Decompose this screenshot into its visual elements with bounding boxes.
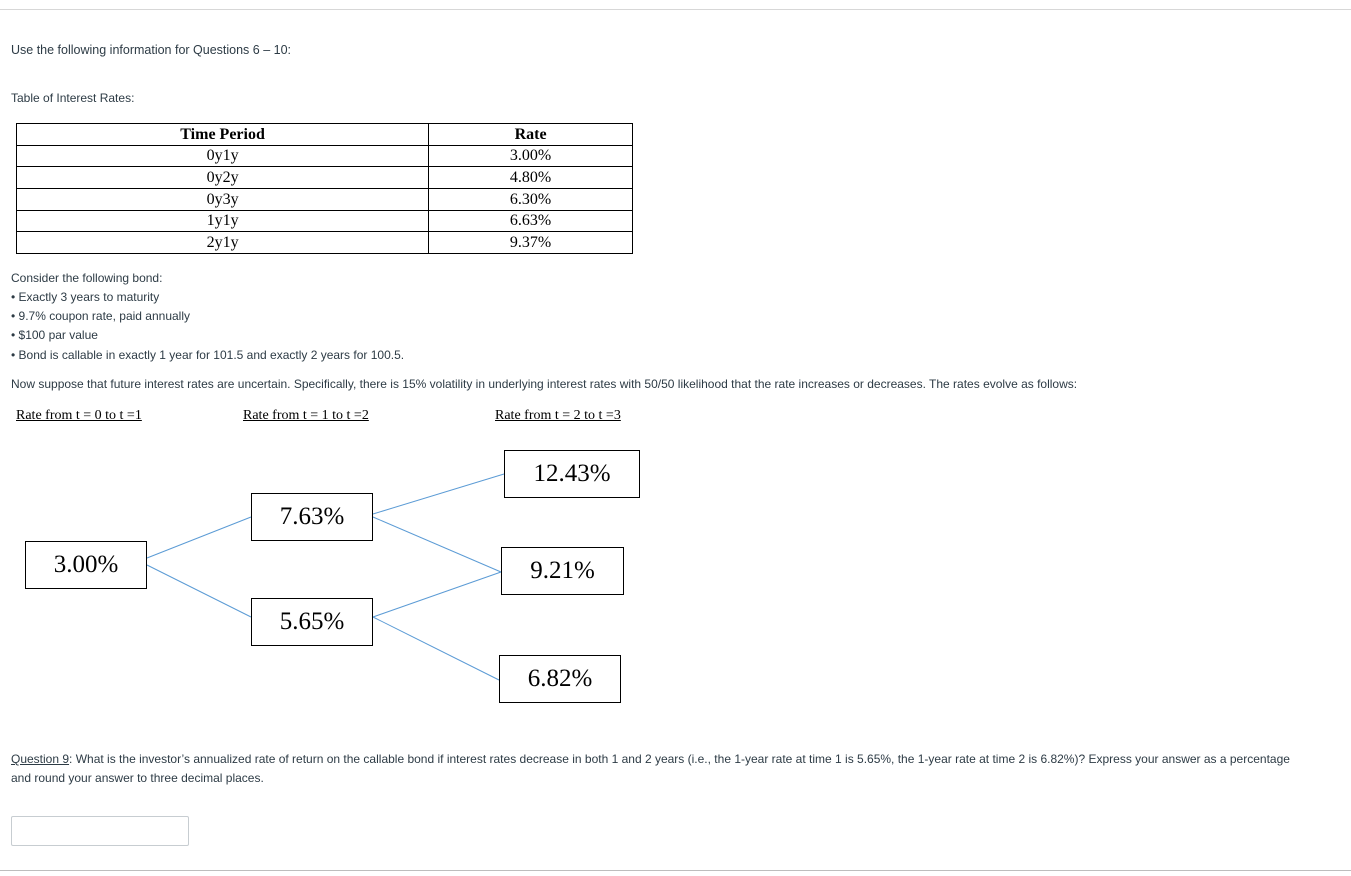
rate-cell: 6.63%	[428, 209, 633, 233]
node-t1-up: 7.63%	[251, 493, 373, 541]
node-t2-middle: 9.21%	[501, 547, 624, 595]
intro-text: Use the following information for Questi…	[11, 43, 292, 57]
node-t2-up-up: 12.43%	[504, 450, 640, 498]
connector-down-down	[372, 616, 500, 681]
header-rate: Rate	[428, 123, 633, 146]
time-period-cell: 0y1y	[15, 144, 430, 168]
question-label: Question 9	[11, 752, 70, 766]
top-divider	[0, 9, 1351, 10]
table-label: Table of Interest Rates:	[11, 91, 135, 105]
table-row: 0y1y 3.00%	[15, 144, 633, 168]
interest-rates-table: Time Period Rate 0y1y 3.00% 0y2y 4.80% 0…	[15, 123, 633, 254]
period-label-t0-t1: Rate from t = 0 to t =1	[16, 408, 142, 423]
rate-cell: 3.00%	[428, 144, 633, 168]
table-row: 2y1y 9.37%	[15, 231, 633, 254]
bond-bullet-callable: • Bond is callable in exactly 1 year for…	[11, 348, 405, 362]
time-period-cell: 0y3y	[15, 187, 430, 211]
node-t1-down: 5.65%	[251, 598, 373, 646]
scenario-text: Now suppose that future interest rates a…	[11, 377, 1078, 391]
node-t2-down-down: 6.82%	[499, 655, 621, 703]
answer-input[interactable]	[11, 816, 189, 846]
period-label-t2-t3: Rate from t = 2 to t =3	[495, 408, 621, 423]
bottom-divider	[0, 870, 1351, 871]
bond-bullet-maturity: • Exactly 3 years to maturity	[11, 290, 160, 304]
time-period-cell: 1y1y	[15, 209, 430, 233]
connector-down-middle	[372, 571, 502, 618]
rate-cell: 6.30%	[428, 187, 633, 211]
header-time-period: Time Period	[15, 123, 430, 146]
table-row: 0y3y 6.30%	[15, 187, 633, 211]
connector-t0-up	[146, 516, 252, 559]
period-label-t1-t2: Rate from t = 1 to t =2	[243, 408, 369, 423]
table-header-row: Time Period Rate	[15, 123, 633, 146]
rate-cell: 9.37%	[428, 231, 633, 254]
question-text: Question 9: What is the investor’s annua…	[11, 750, 1311, 788]
node-t0: 3.00%	[25, 541, 147, 589]
table-row: 1y1y 6.63%	[15, 209, 633, 233]
question-body: : What is the investor’s annualized rate…	[11, 752, 1290, 785]
connector-up-middle	[372, 516, 502, 573]
rate-cell: 4.80%	[428, 166, 633, 189]
bond-intro: Consider the following bond:	[11, 271, 163, 285]
bond-bullet-coupon: • 9.7% coupon rate, paid annually	[11, 309, 190, 323]
connector-up-up	[372, 473, 505, 515]
table-row: 0y2y 4.80%	[15, 166, 633, 189]
time-period-cell: 2y1y	[15, 231, 430, 254]
connector-t0-down	[146, 564, 252, 618]
time-period-cell: 0y2y	[15, 166, 430, 189]
bond-bullet-par: • $100 par value	[11, 328, 98, 342]
